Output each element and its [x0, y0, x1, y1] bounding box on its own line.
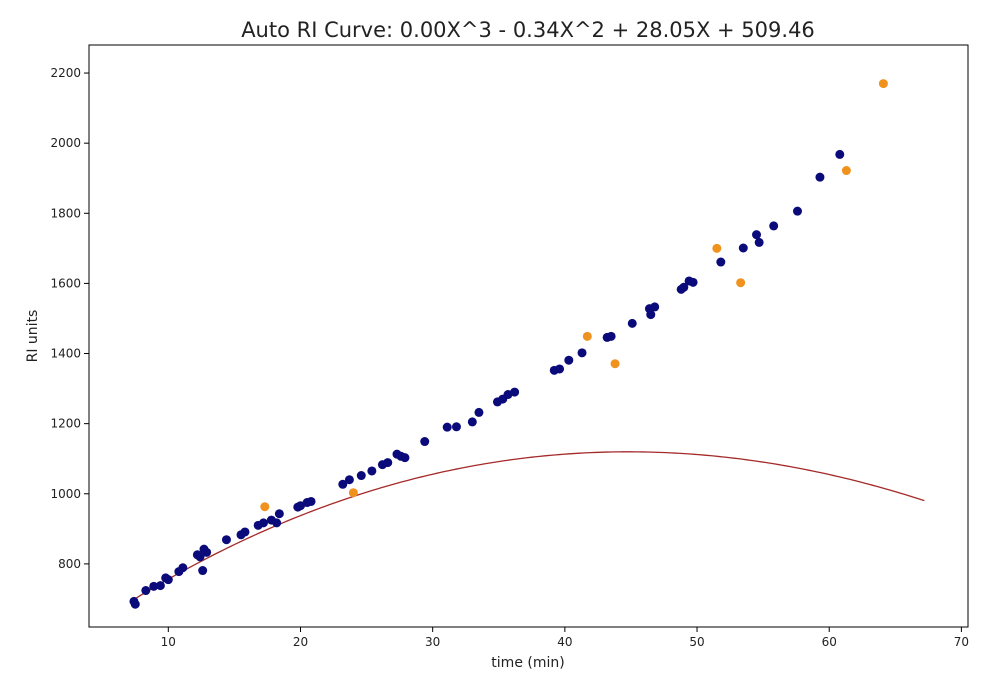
data-point	[467, 417, 477, 427]
data-point	[258, 518, 268, 528]
data-point	[835, 149, 845, 159]
data-point	[240, 527, 250, 537]
data-point	[646, 310, 656, 320]
data-point	[738, 243, 748, 253]
highlight-point	[712, 243, 722, 253]
highlight-point	[610, 359, 620, 369]
highlight-point	[878, 79, 888, 89]
fit-curve	[130, 451, 925, 602]
highlight-point	[582, 331, 592, 341]
data-point	[650, 302, 660, 312]
x-axis-label: time (min)	[491, 655, 564, 671]
data-point	[383, 458, 393, 468]
chart-title: Auto RI Curve: 0.00X^3 - 0.34X^2 + 28.05…	[241, 18, 815, 42]
axes-frame	[88, 44, 969, 628]
data-point	[510, 387, 520, 397]
x-tick-label: 60	[822, 635, 837, 649]
data-point	[149, 581, 159, 591]
y-tick-label: 1800	[50, 206, 81, 220]
highlight-point	[348, 488, 358, 498]
y-tick-label: 1200	[50, 417, 81, 431]
y-tick-label: 1400	[50, 347, 81, 361]
data-point	[815, 172, 825, 182]
data-point	[792, 206, 802, 216]
data-point	[367, 466, 377, 476]
highlight-point	[260, 502, 270, 512]
data-point	[442, 422, 452, 432]
data-point	[274, 509, 284, 519]
data-point	[163, 575, 173, 585]
data-point	[195, 552, 205, 562]
data-point	[141, 586, 151, 596]
y-tick-label: 800	[58, 557, 81, 571]
data-point	[338, 479, 348, 489]
y-tick-label: 2000	[50, 136, 81, 150]
data-point	[752, 230, 762, 240]
axes: 10 20 30 40 50 60 70 800 1000 1200 1400 1600 1800 200…	[50, 44, 969, 649]
highlight-point	[736, 278, 746, 288]
data-point	[221, 535, 231, 545]
data-point	[178, 563, 188, 573]
x-tick-label: 20	[293, 635, 308, 649]
x-tick-label: 30	[425, 635, 440, 649]
plot-area	[129, 79, 925, 609]
highlight-point	[841, 166, 851, 176]
data-point	[577, 348, 587, 358]
y-tick-label: 1000	[50, 487, 81, 501]
data-point	[679, 282, 689, 292]
data-point	[356, 471, 366, 481]
data-point	[130, 599, 140, 609]
y-axis-label: RI units	[25, 310, 41, 363]
data-point	[769, 221, 779, 231]
data-point	[272, 518, 282, 528]
y-tick-label: 2200	[50, 66, 81, 80]
data-point	[198, 566, 208, 576]
data-point	[451, 422, 461, 432]
data-point	[155, 581, 165, 591]
data-point	[420, 437, 430, 447]
data-point	[555, 364, 565, 374]
data-point	[202, 547, 212, 557]
y-tick-label: 1600	[50, 276, 81, 290]
data-point	[688, 277, 698, 287]
x-tick-label: 70	[954, 635, 969, 649]
data-point	[606, 331, 616, 341]
data-point	[344, 475, 354, 485]
x-tick-label: 40	[557, 635, 572, 649]
x-tick-label: 50	[689, 635, 704, 649]
data-point	[564, 355, 574, 365]
data-point	[754, 237, 764, 247]
data-point	[306, 496, 316, 506]
x-tick-label: 10	[161, 635, 176, 649]
data-point	[627, 318, 637, 328]
data-point	[474, 407, 484, 417]
data-point	[400, 453, 410, 463]
data-point	[716, 257, 726, 267]
